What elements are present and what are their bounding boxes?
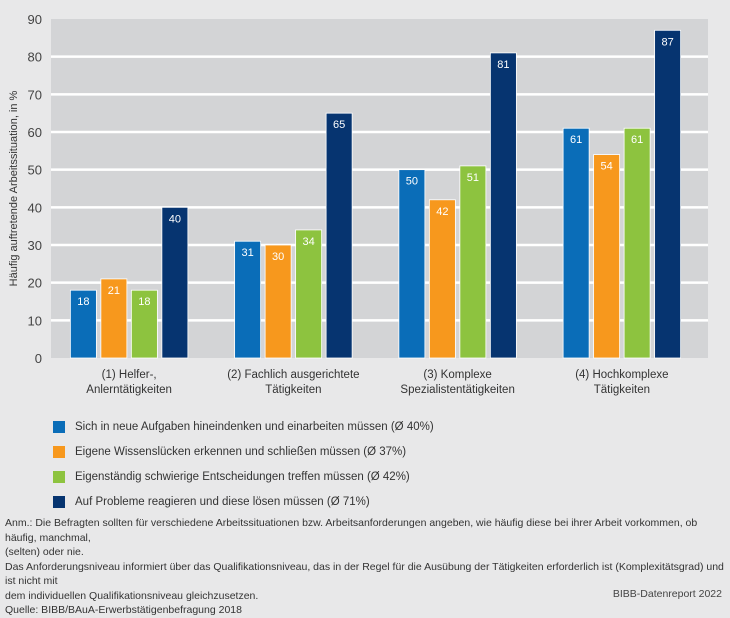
x-category-label: Anlerntätigkeiten [86, 384, 172, 396]
legend-label: Auf Probleme reagieren und diese lösen m… [75, 495, 370, 508]
bar [295, 229, 323, 359]
bar [100, 278, 128, 359]
source-note: Quelle: BIBB/BAuA-Erwerbstätigenbefragun… [5, 604, 242, 616]
legend-item: Sich in neue Aufgaben hineindenken und e… [53, 414, 434, 439]
x-category-label: Tätigkeiten [594, 384, 650, 396]
legend-label: Eigenständig schwierige Entscheidungen t… [75, 470, 410, 483]
note-line: Anm.: Die Befragten sollten für verschie… [5, 517, 698, 544]
note-line: (selten) oder nie. [5, 546, 84, 558]
bar-value-label: 42 [436, 206, 448, 218]
note-line: Das Anforderungsniveau informiert über d… [5, 560, 724, 588]
y-tick-label: 80 [28, 50, 42, 65]
bar [593, 154, 621, 359]
note-line: dem individuellen Qualifikationsniveau g… [5, 589, 259, 602]
bar [325, 112, 353, 359]
bars: 18 21 18 40 31 30 34 65 50 42 51 81 61 54 61 87 [69, 29, 682, 359]
legend-swatch [53, 495, 65, 508]
bar-value-label: 18 [77, 296, 89, 308]
x-category-label: (2) Fachlich ausgerichtete [227, 369, 359, 381]
bar-value-label: 54 [601, 161, 613, 173]
bar [234, 240, 262, 359]
legend-swatch [53, 420, 65, 433]
bar [489, 52, 517, 359]
bar [654, 29, 682, 359]
bar-value-label: 61 [570, 134, 582, 146]
y-tick-label: 70 [28, 87, 42, 102]
y-tick-label: 0 [35, 351, 42, 366]
bar-value-label: 87 [662, 36, 674, 48]
y-axis-ticks: 0 10 20 30 40 50 60 70 80 90 [28, 12, 42, 366]
x-axis-labels: (1) Helfer-, Anlerntätigkeiten (2) Fachlic… [86, 369, 668, 396]
bar [130, 289, 158, 359]
x-category-label: Spezialistentätigkeiten [400, 384, 514, 396]
y-axis-label: Häufig auftretende Arbeitssituation, in … [8, 90, 20, 286]
legend-label: Sich in neue Aufgaben hineindenken und e… [75, 420, 434, 433]
bar-value-label: 51 [467, 172, 479, 184]
legend-swatch [53, 470, 65, 483]
x-category-label: Tätigkeiten [265, 384, 321, 396]
bar-value-label: 18 [138, 296, 150, 308]
bar-value-label: 81 [497, 59, 509, 71]
legend-label: Eigene Wissenslücken erkennen und schlie… [75, 445, 407, 458]
bar-value-label: 34 [303, 236, 315, 248]
bar [623, 127, 651, 359]
y-tick-label: 10 [28, 313, 42, 328]
legend-swatch [53, 445, 65, 458]
bar-chart: 0 10 20 30 40 50 60 70 80 90 18 21 18 40 31 30 34 65 50 42… [8, 12, 708, 396]
legend-item: Eigene Wissenslücken erkennen und schlie… [53, 439, 434, 464]
bar [562, 127, 590, 359]
y-tick-label: 20 [28, 276, 42, 291]
bar-value-label: 61 [631, 134, 643, 146]
y-tick-label: 60 [28, 125, 42, 140]
bar [264, 244, 292, 359]
bar-value-label: 30 [272, 251, 284, 263]
y-tick-label: 30 [28, 238, 42, 253]
legend-item: Eigenständig schwierige Entscheidungen t… [53, 464, 434, 489]
bar-value-label: 21 [108, 285, 120, 297]
publisher-label: BIBB-Datenreport 2022 [612, 588, 722, 600]
bar-value-label: 50 [406, 176, 418, 188]
bar [161, 206, 189, 359]
y-tick-label: 50 [28, 163, 42, 178]
gridlines [51, 55, 708, 322]
bar-value-label: 31 [242, 247, 254, 259]
bar [428, 199, 456, 359]
legend: Sich in neue Aufgaben hineindenken und e… [53, 414, 434, 514]
footnotes: Anm.: Die Befragten sollten für verschie… [5, 516, 725, 618]
x-category-label: (4) Hochkomplexe [575, 369, 668, 381]
bar-value-label: 40 [169, 213, 181, 225]
bar [459, 165, 487, 359]
x-category-label: (1) Helfer-, [102, 369, 157, 381]
bar [69, 289, 97, 359]
y-tick-label: 90 [28, 12, 42, 27]
y-tick-label: 40 [28, 200, 42, 215]
bar [398, 169, 426, 359]
x-category-label: (3) Komplexe [423, 369, 491, 381]
legend-item: Auf Probleme reagieren und diese lösen m… [53, 489, 434, 514]
bar-value-label: 65 [333, 119, 345, 131]
